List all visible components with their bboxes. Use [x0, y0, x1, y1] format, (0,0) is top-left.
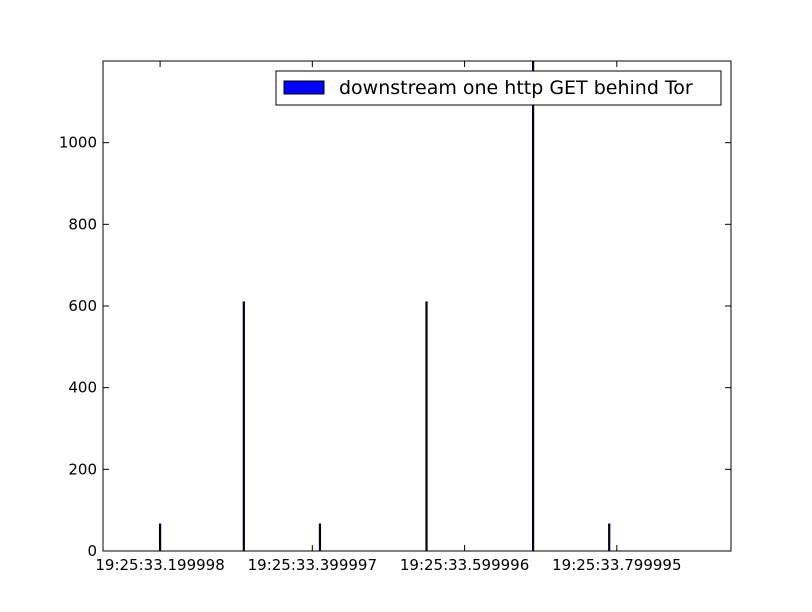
y-tick-label: 800 — [68, 215, 97, 233]
legend: downstream one http GET behind Tor — [275, 70, 722, 106]
x-tick-label: 19:25:33.199998 — [95, 556, 224, 574]
plot-area-frame — [102, 60, 732, 552]
legend-label: downstream one http GET behind Tor — [339, 77, 693, 99]
y-tick-label: 600 — [68, 297, 97, 315]
bar — [608, 523, 611, 552]
x-tick-label: 19:25:33.599996 — [400, 556, 529, 574]
bar — [242, 301, 245, 552]
x-tick-label: 19:25:33.399997 — [248, 556, 377, 574]
x-tick-label: 19:25:33.799995 — [552, 556, 681, 574]
bar — [531, 60, 535, 552]
bar — [318, 523, 322, 552]
bar — [425, 301, 428, 552]
legend-swatch — [283, 80, 325, 95]
y-tick-label: 0 — [87, 542, 97, 560]
x-axis-ticks: 19:25:33.199998 19:25:33.399997 19:25:33.5… — [95, 61, 682, 574]
y-tick-label: 1000 — [59, 134, 97, 152]
y-tick-label: 400 — [68, 379, 97, 397]
legend-box — [275, 70, 722, 106]
y-tick-label: 200 — [68, 460, 97, 478]
y-axis-ticks: 0 200 400 600 800 1000 — [59, 134, 731, 560]
